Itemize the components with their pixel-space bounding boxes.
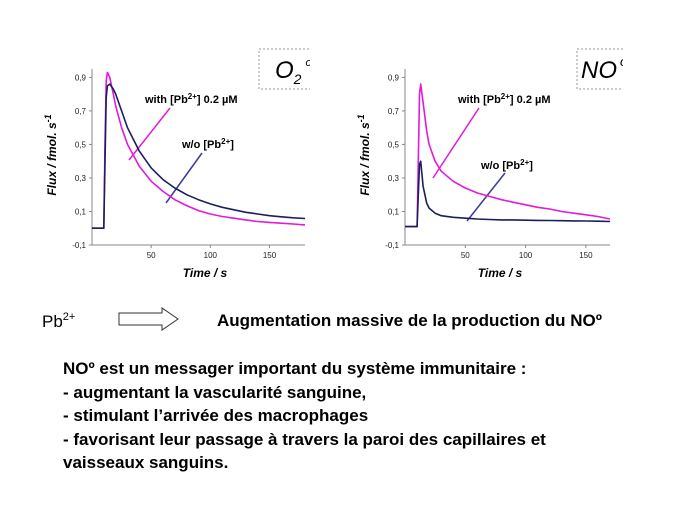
series-label-without-pb: w/o [Pb2+] bbox=[480, 158, 533, 172]
y-tick-label: 0,7 bbox=[75, 107, 87, 116]
y-tick-label: 0,5 bbox=[75, 140, 87, 149]
text-line: - favorisant leur passage à travers la p… bbox=[63, 429, 546, 449]
y-tick-label: 0,9 bbox=[388, 73, 400, 82]
x-tick-label: 50 bbox=[461, 251, 470, 260]
y-axis-label: Flux / fmol. s-1 bbox=[356, 114, 372, 195]
chart-title: NOo bbox=[581, 54, 623, 84]
leader-line-without-pb bbox=[165, 152, 203, 204]
y-tick-label: 0,9 bbox=[75, 73, 87, 82]
y-tick-label: -0,1 bbox=[72, 241, 86, 250]
x-tick-label: 50 bbox=[147, 251, 156, 260]
text-line: vaisseaux sanguins. bbox=[63, 453, 229, 472]
x-tick-label: 100 bbox=[519, 251, 533, 260]
series-label-with-pb: with [Pb2+] 0.2 µM bbox=[457, 92, 551, 106]
leader-line-with-pb bbox=[432, 107, 480, 179]
leader-line-without-pb bbox=[466, 172, 506, 222]
series-label-with-pb: with [Pb2+] 0.2 µM bbox=[144, 92, 238, 106]
y-tick-label: -0,1 bbox=[385, 241, 399, 250]
x-tick-label: 100 bbox=[204, 251, 218, 260]
chart-no: NOo Flux / fmol. s-1 Time / s with [Pb2+… bbox=[355, 45, 640, 285]
arrow-row: Pb2+ Augmentation massive de la producti… bbox=[0, 306, 689, 336]
arrow-caption: Augmentation massive de la production du… bbox=[217, 311, 602, 330]
y-tick-label: 0,5 bbox=[388, 140, 400, 149]
series-label-without-pb: w/o [Pb2+] bbox=[181, 137, 234, 151]
chart-o2-plot: O2o Flux / fmol. s-1 Time / s with [Pb2+… bbox=[43, 48, 322, 280]
series-line-without-pb bbox=[92, 83, 306, 229]
lead-ion-label: Pb2+ bbox=[42, 311, 76, 331]
chart-o2: O2o Flux / fmol. s-1 Time / s with [Pb2+… bbox=[42, 45, 322, 285]
y-tick-label: 0,1 bbox=[388, 207, 400, 216]
explanation-text: NOº est un messager important du système… bbox=[63, 357, 673, 475]
text-line: NOº est un messager important du système… bbox=[63, 359, 527, 378]
text-line: - stimulant l’arrivée des macrophages bbox=[63, 406, 369, 425]
series-line-with-pb bbox=[92, 71, 306, 229]
y-tick-label: 0,3 bbox=[75, 174, 87, 183]
x-tick-label: 150 bbox=[263, 251, 277, 260]
y-tick-label: 0,1 bbox=[75, 207, 87, 216]
series-line-without-pb bbox=[405, 160, 611, 228]
y-tick-label: 0,7 bbox=[388, 107, 400, 116]
y-axis-label: Flux / fmol. s-1 bbox=[43, 114, 59, 195]
series-line-with-pb bbox=[405, 83, 611, 228]
right-arrow-icon bbox=[118, 307, 179, 331]
leader-line-with-pb bbox=[128, 107, 171, 161]
x-axis-label: Time / s bbox=[478, 266, 523, 280]
y-tick-label: 0,3 bbox=[388, 174, 400, 183]
chart-no-plot: NOo Flux / fmol. s-1 Time / s with [Pb2+… bbox=[356, 48, 640, 280]
chart-title: O2o bbox=[275, 57, 310, 87]
text-line: - augmentant la vascularité sanguine, bbox=[63, 382, 367, 402]
x-tick-label: 150 bbox=[579, 251, 593, 260]
x-axis-label: Time / s bbox=[183, 266, 228, 280]
